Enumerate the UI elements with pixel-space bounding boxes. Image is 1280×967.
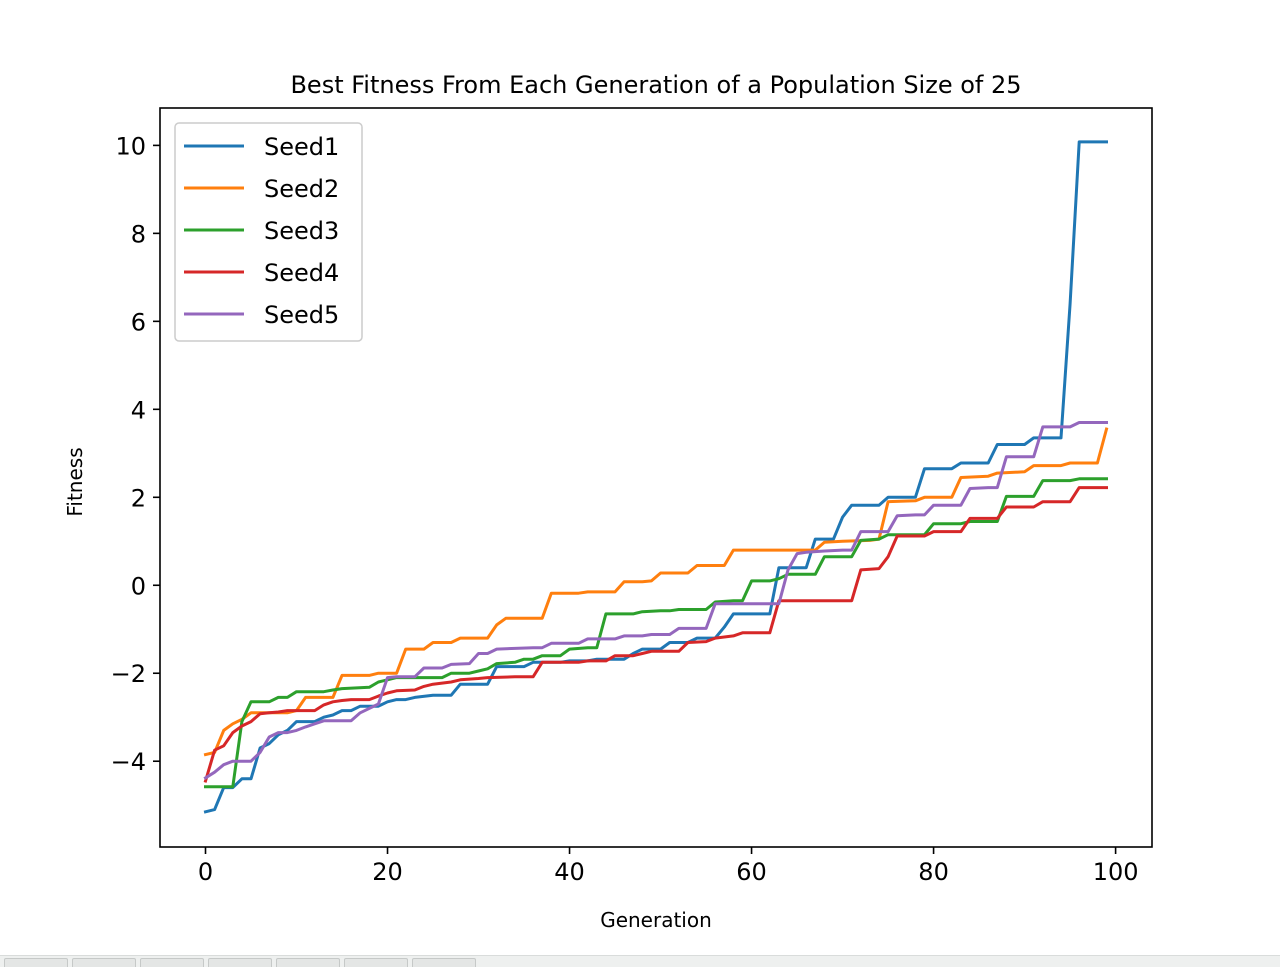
x-axis-label: Generation	[600, 908, 712, 932]
y-tick-label: 6	[131, 308, 146, 336]
legend-label-seed2: Seed2	[264, 175, 339, 203]
y-tick-label: 0	[131, 572, 146, 600]
toolbar-button[interactable]	[412, 958, 476, 967]
toolbar	[0, 955, 1280, 967]
y-tick-label: 2	[131, 484, 146, 512]
series-line-seed1	[203, 140, 1108, 814]
series-line-seed5	[203, 421, 1108, 780]
x-tick-label: 0	[198, 858, 213, 886]
toolbar-button[interactable]	[4, 958, 68, 967]
y-tick-label: 4	[131, 396, 146, 424]
series-line-seed2	[203, 427, 1109, 757]
toolbar-button[interactable]	[140, 958, 204, 967]
x-tick-label: 100	[1093, 858, 1139, 886]
y-ticks: −4 −2 0 2 4 6 8 10	[111, 132, 160, 776]
series-line-seed4	[203, 486, 1108, 783]
legend: Seed1 Seed2 Seed3 Seed4 Seed5	[174, 122, 363, 342]
series-line-seed3	[204, 477, 1108, 789]
x-ticks: 0 20 40 60 80 100	[198, 847, 1139, 886]
toolbar-button[interactable]	[276, 958, 340, 967]
x-tick-label: 60	[736, 858, 767, 886]
toolbar-button[interactable]	[208, 958, 272, 967]
y-tick-label: −4	[111, 748, 146, 776]
legend-label-seed4: Seed4	[264, 259, 339, 287]
x-tick-label: 40	[554, 858, 585, 886]
toolbar-button[interactable]	[344, 958, 408, 967]
y-tick-label: −2	[111, 660, 146, 688]
legend-label-seed5: Seed5	[264, 301, 339, 329]
y-tick-label: 8	[131, 220, 146, 248]
x-tick-label: 80	[918, 858, 949, 886]
chart-title: Best Fitness From Each Generation of a P…	[290, 71, 1021, 99]
plot-frame	[159, 107, 1153, 848]
y-axis-label: Fitness	[63, 447, 87, 516]
series-layer	[203, 140, 1109, 814]
y-tick-label: 10	[115, 132, 146, 160]
toolbar-button[interactable]	[72, 958, 136, 967]
legend-box	[174, 122, 363, 342]
x-tick-label: 20	[372, 858, 403, 886]
legend-label-seed1: Seed1	[264, 133, 339, 161]
legend-label-seed3: Seed3	[264, 217, 339, 245]
